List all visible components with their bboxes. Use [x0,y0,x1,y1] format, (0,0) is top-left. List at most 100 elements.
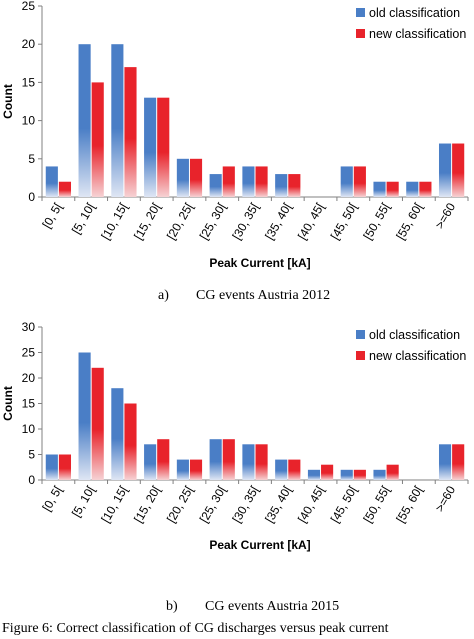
chart-a-y-tick-label: 25 [22,0,36,13]
chart-a-bar-old [144,97,157,197]
chart-b-bar-new [189,459,203,480]
chart-a-y-tick-label: 5 [28,152,35,166]
chart-b-bar-old [242,444,255,480]
chart-a-x-tick-label: [5, 10[ [69,200,98,236]
chart-a-x-tick-label: [15, 20[ [131,200,163,242]
chart-b-x-tick-label: [15, 20[ [131,483,163,525]
chart-b-legend-swatch-new [356,351,365,360]
chart-b-bar-old [373,469,386,480]
chart-a-bar-old [438,143,452,197]
chart-a-bar-new [222,166,235,197]
chart-a-bar-old [111,44,124,198]
chart-b-caption-letter: b) [166,599,178,614]
chart-a-y-axis-title: Count [1,84,15,119]
chart-b-x-tick-label: [35, 40[ [262,483,294,525]
chart-b-x-tick-label: [45, 50[ [328,483,360,525]
chart-b-y-tick-label: 10 [22,422,36,436]
chart-a-x-tick-label: [35, 40[ [262,200,294,242]
chart-b-legend-label-old: old classification [369,328,460,342]
chart-b-bar-old [176,459,189,480]
chart-a-x-tick-label: [20, 25[ [164,200,196,242]
chart-b-x-axis-title: Peak Current [kA] [209,538,310,552]
chart-b-bar-new [353,469,366,480]
chart-a-legend-swatch-new [356,29,365,38]
chart-b-bar-old [340,469,353,480]
chart-a-legend-label-new: new classification [369,27,466,41]
chart-b-bar-old [78,352,91,480]
chart-a-bar-old [176,158,189,197]
chart-a-bar-new [353,166,366,197]
chart-a-bar-old [242,166,255,197]
chart-b-x-tick-label: [0, 5[ [40,483,66,514]
chart-b-bar-old [144,444,157,480]
chart-b-x-tick-label: [50, 55[ [361,483,393,525]
chart-b-y-tick-label: 0 [28,473,35,487]
chart-a-bar-old [209,174,222,197]
chart-b-x-tick-label: [25, 30[ [197,483,229,525]
chart-a-legend-swatch-old [356,8,365,17]
chart-a-x-tick-label: [0, 5[ [40,200,66,231]
chart-a-x-tick-label: [25, 30[ [197,200,229,242]
chart-b-y-tick-label: 15 [22,397,36,411]
chart-b-bar-new [452,444,465,480]
chart-b-x-tick-label: [30, 35[ [229,483,261,525]
chart-b-bar-new [58,454,72,480]
chart-a-bar-new [124,67,137,198]
chart-b-caption: CG events Austria 2015 [205,599,339,614]
chart-b-bar-new [288,459,301,480]
chart-b-y-axis-title: Count [1,386,15,421]
chart-a-bar-new [91,82,104,197]
chart-a-x-tick-label: [40, 45[ [295,200,327,242]
chart-a-x-tick-label: [45, 50[ [328,200,360,242]
chart-a-bar-old [406,181,419,197]
chart-a-bar-new [419,181,432,197]
chart-a-bar-new [58,181,72,197]
chart-b-bar-new [321,464,334,480]
chart-a-y-tick-label: 0 [28,190,35,204]
chart-b-y-tick-label: 30 [22,320,36,334]
chart-b-bar-new [222,439,235,480]
chart-a-bar-new [386,181,399,197]
chart-b-legend-swatch-old [356,330,365,339]
chart-b-x-tick-label: [5, 10[ [69,483,98,519]
chart-b-y-tick-label: 20 [22,371,36,385]
chart-a-bar-new [255,166,268,197]
chart-a-bar-old [373,181,386,197]
chart-b-y-tick-label: 25 [22,346,36,360]
chart-b-x-tick-label: [40, 45[ [295,483,327,525]
chart-b-bar-old [438,444,452,480]
chart-b-x-tick-label: [10, 15[ [98,483,130,525]
chart-b-x-tick-label: >=60 [432,483,458,514]
chart-a-x-axis-title: Peak Current [kA] [209,256,310,270]
chart-a-legend-label-old: old classification [369,6,460,20]
chart-a-bar-old [275,174,288,197]
chart-b-x-tick-label: [20, 25[ [164,483,196,525]
figure-caption: Figure 6: Correct classification of CG d… [2,621,389,636]
chart-a-x-tick-label: [30, 35[ [229,200,261,242]
chart-a-bar-new [157,97,170,197]
chart-a-bar-new [452,143,465,197]
chart-b-bar-new [157,439,170,480]
chart-a-x-tick-label: [55, 60[ [393,200,425,242]
chart-b-bar-new [386,464,399,480]
chart-b-legend-label-new: new classification [369,349,466,363]
chart-b-bar-old [275,459,288,480]
chart-a-bar-old [45,166,58,197]
chart-a-y-tick-label: 20 [22,37,36,51]
chart-b: 0 5 10 15 20 25 30 [0, 5[[5, 10[[10, 15[[15, 20… [1,320,469,552]
chart-b-bar-new [124,403,137,480]
chart-a-x-tick-label: [50, 55[ [361,200,393,242]
chart-b-bar-old [307,469,321,480]
chart-b-y-tick-label: 5 [28,448,35,462]
chart-b-bar-old [111,388,124,480]
chart-b-bar-old [209,439,222,480]
chart-a-bar-old [340,166,353,197]
chart-b-bar-new [91,367,104,480]
chart-a-caption-letter: a) [158,288,169,303]
chart-a-x-tick-label: >=60 [432,200,458,231]
chart-a-bar-old [78,44,91,198]
chart-a-y-tick-label: 10 [22,114,36,128]
chart-b-x-tick-label: [55, 60[ [393,483,425,525]
chart-a-y-tick-label: 15 [22,75,36,89]
